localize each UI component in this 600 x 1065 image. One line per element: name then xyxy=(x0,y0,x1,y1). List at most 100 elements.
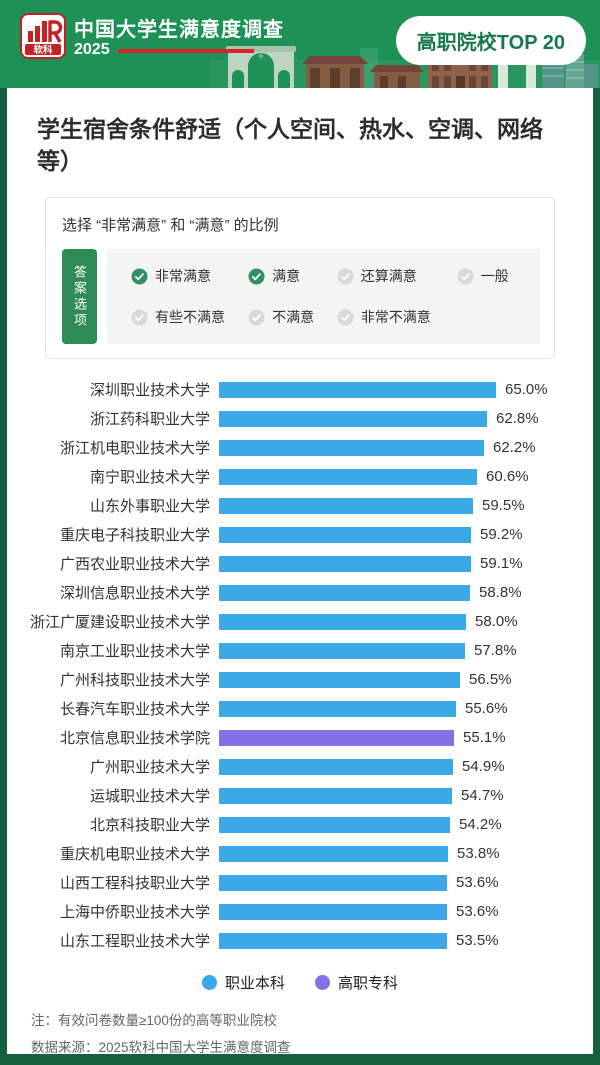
bar-category-label: 重庆机电职业技术大学 xyxy=(59,846,210,864)
bar-track: 54.7% xyxy=(219,787,504,804)
answer-option: 有些不满意 xyxy=(131,307,248,327)
chart-row: 上海中侨职业技术大学 53.6% xyxy=(7,897,593,926)
footnotes: 注：有效问卷数量≥100份的高等职业院校 数据来源：2025软科中国大学生满意度… xyxy=(31,1008,593,1061)
bar-track: 59.5% xyxy=(219,497,525,514)
bar-category-label: 北京信息职业技术学院 xyxy=(59,730,210,748)
bar xyxy=(219,497,473,514)
bar-value-label: 62.2% xyxy=(493,439,536,457)
bar-track: 58.8% xyxy=(219,584,522,601)
bar-value-label: 59.5% xyxy=(482,497,525,515)
chart-row: 重庆电子科技职业大学 59.2% xyxy=(7,520,593,549)
bar-value-label: 58.0% xyxy=(475,613,518,631)
bar xyxy=(219,729,454,746)
bar-category-label: 北京科技职业大学 xyxy=(89,817,210,835)
bar xyxy=(219,555,471,572)
legend-dot-icon xyxy=(201,975,217,991)
chart-row: 深圳信息职业技术大学 58.8% xyxy=(7,578,593,607)
answer-option-label: 非常不满意 xyxy=(360,309,431,326)
bar-track: 65.0% xyxy=(219,381,548,398)
bar-category-label: 浙江机电职业技术大学 xyxy=(59,440,210,458)
answer-option-label: 有些不满意 xyxy=(155,309,225,326)
bar-value-label: 62.8% xyxy=(496,410,539,428)
legend-label: 职业本科 xyxy=(224,975,285,993)
answer-option-label: 非常满意 xyxy=(155,268,211,285)
check-icon xyxy=(248,309,265,326)
bar-track: 56.5% xyxy=(219,671,512,688)
chart-row: 重庆机电职业技术大学 53.8% xyxy=(7,839,593,868)
bar-value-label: 59.2% xyxy=(480,526,523,544)
ruanke-bars-logo-icon: 软科 xyxy=(20,13,66,59)
answer-option-label: 不满意 xyxy=(272,309,315,326)
svg-text:软科: 软科 xyxy=(33,44,53,56)
chart-legend: 职业本科 高职专科 xyxy=(7,972,593,993)
chart-row: 广州职业技术大学 54.9% xyxy=(7,752,593,781)
bar-category-label: 南京工业职业技术大学 xyxy=(59,643,210,661)
bar-category-label: 广州职业技术大学 xyxy=(89,759,210,777)
note-line: 注：有效问卷数量≥100份的高等职业院校 xyxy=(31,1013,277,1029)
chart-row: 浙江广厦建设职业技术大学 58.0% xyxy=(7,607,593,636)
bar xyxy=(219,787,452,804)
answer-option-label: 满意 xyxy=(272,268,301,285)
bar-category-label: 南宁职业技术大学 xyxy=(89,469,210,487)
answer-option: 不满意 xyxy=(248,307,337,327)
page-title: 学生宿舍条件舒适（个人空间、热水、空调、网络等） xyxy=(37,116,543,174)
bar-value-label: 59.1% xyxy=(480,555,523,573)
chart-row: 长春汽车职业技术大学 55.6% xyxy=(7,694,593,723)
bar-category-label: 浙江药科职业大学 xyxy=(89,411,210,429)
bar xyxy=(219,758,453,775)
bar-category-label: 广州科技职业技术大学 xyxy=(59,672,210,690)
chart-row: 浙江机电职业技术大学 62.2% xyxy=(7,433,593,462)
bar-track: 60.6% xyxy=(219,468,529,485)
header-banner: 软科 中国大学生满意度调查 2025 高职院校TOP 20 xyxy=(0,0,600,88)
bar-track: 59.1% xyxy=(219,555,523,572)
bar-value-label: 55.1% xyxy=(463,729,506,747)
chart-row: 山东工程职业技术大学 53.5% xyxy=(7,926,593,955)
bar xyxy=(219,584,470,601)
answer-option: 非常满意 xyxy=(131,266,248,286)
legend-item: 高职专科 xyxy=(315,972,398,993)
year-row: 2025 xyxy=(74,41,254,59)
bar-category-label: 山东工程职业技术大学 xyxy=(59,933,210,951)
check-icon xyxy=(131,268,148,285)
bar-category-label: 上海中侨职业技术大学 xyxy=(59,904,210,922)
bar-value-label: 60.6% xyxy=(486,468,529,486)
answer-option: 非常不满意 xyxy=(337,307,457,327)
bar-track: 54.9% xyxy=(219,758,505,775)
bar-category-label: 深圳职业技术大学 xyxy=(89,382,210,400)
bar-category-label: 广西农业职业技术大学 xyxy=(59,556,210,574)
bar-track: 55.1% xyxy=(219,729,506,746)
bar-chart: 深圳职业技术大学 65.0% 浙江药科职业大学 62.8% 浙江机电职业技术大学 62.2… xyxy=(7,375,593,955)
bar xyxy=(219,410,487,427)
answer-option: 还算满意 xyxy=(337,266,457,286)
bar-value-label: 65.0% xyxy=(505,381,548,399)
bar xyxy=(219,381,496,398)
bar-value-label: 53.6% xyxy=(456,874,499,892)
answer-option-label: 一般 xyxy=(480,268,509,285)
bar-track: 53.5% xyxy=(219,932,499,949)
bar-value-label: 53.8% xyxy=(457,845,500,863)
chart-row: 北京科技职业大学 54.2% xyxy=(7,810,593,839)
chart-row: 浙江药科职业大学 62.8% xyxy=(7,404,593,433)
bar-value-label: 57.8% xyxy=(474,642,517,660)
bar-track: 62.2% xyxy=(219,439,536,456)
bar xyxy=(219,700,456,717)
bar-track: 58.0% xyxy=(219,613,518,630)
check-icon xyxy=(248,268,265,285)
bar-category-label: 山西工程科技职业大学 xyxy=(59,875,210,893)
bar-track: 57.8% xyxy=(219,642,517,659)
bar xyxy=(219,845,448,862)
bar-category-label: 重庆电子科技职业大学 xyxy=(59,527,210,545)
bar xyxy=(219,903,447,920)
bar-category-label: 运城职业技术大学 xyxy=(89,788,210,806)
bar-value-label: 54.9% xyxy=(462,758,505,776)
bar-category-label: 浙江广厦建设职业技术大学 xyxy=(29,614,210,632)
year-label: 2025 xyxy=(74,41,110,58)
question-box: 选择 “非常满意” 和 “满意” 的比例 答案选项 非常满意 满意 还算满意 一… xyxy=(45,197,555,360)
chart-row: 广州科技职业技术大学 56.5% xyxy=(7,665,593,694)
legend-label: 高职专科 xyxy=(338,975,399,993)
question-subtitle: 选择 “非常满意” 和 “满意” 的比例 xyxy=(62,217,279,235)
bar xyxy=(219,439,484,456)
answer-option: 满意 xyxy=(248,266,337,286)
survey-title: 中国大学生满意度调查 xyxy=(74,19,284,41)
bar-category-label: 深圳信息职业技术大学 xyxy=(59,585,210,603)
